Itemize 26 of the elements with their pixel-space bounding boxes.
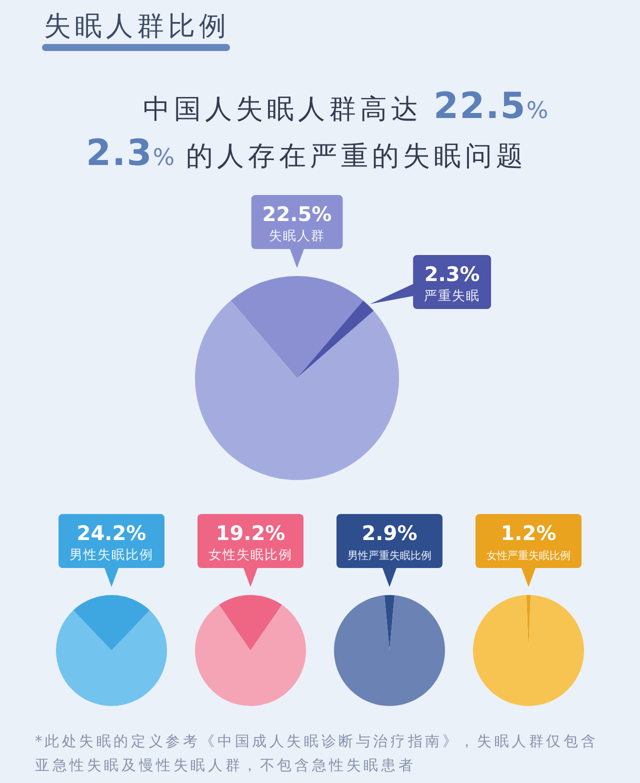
data-label: 24.2%: [76, 521, 146, 545]
text: 中国人失眠人群高达 22.5%: [143, 86, 548, 127]
pie-slice: [473, 595, 584, 706]
pie-slice: [334, 595, 445, 706]
data-label: 19.2%: [216, 521, 286, 545]
pie-slice: [384, 595, 395, 650]
slice-label: 严重失眠: [424, 289, 480, 304]
data-label: 2.3%: [424, 262, 480, 286]
data-label: 22.5%: [262, 202, 332, 226]
data-label: 2.9%: [362, 521, 418, 545]
data-label: 1.2%: [500, 521, 556, 545]
slice-label: 男性失眠比例: [70, 548, 154, 563]
pie-slice: [230, 276, 364, 378]
pie-slice: [56, 610, 167, 706]
pie-slice: [297, 300, 374, 378]
chart-title: 失眠人群比例: [44, 11, 230, 41]
slice-label: 男性严重失眠比例: [348, 550, 432, 562]
slice-label: 女性失眠比例: [208, 548, 292, 563]
text: *此处失眠的定义参考《中国成人失眠诊断与治疗指南》，失眠人群仅包含亚急性失眠及慢性失眠人群，不包含急性失眠患者: [35, 732, 600, 776]
slice-label: 女性严重失眠比例: [486, 550, 570, 562]
pie-slice: [73, 594, 150, 650]
slice-label: 失眠人群: [269, 229, 325, 244]
text: 2.3% 的人存在严重的失眠问题: [86, 133, 528, 174]
pie-slice: [219, 595, 282, 650]
pie-slice: [195, 300, 399, 480]
pie-slice: [195, 604, 306, 706]
